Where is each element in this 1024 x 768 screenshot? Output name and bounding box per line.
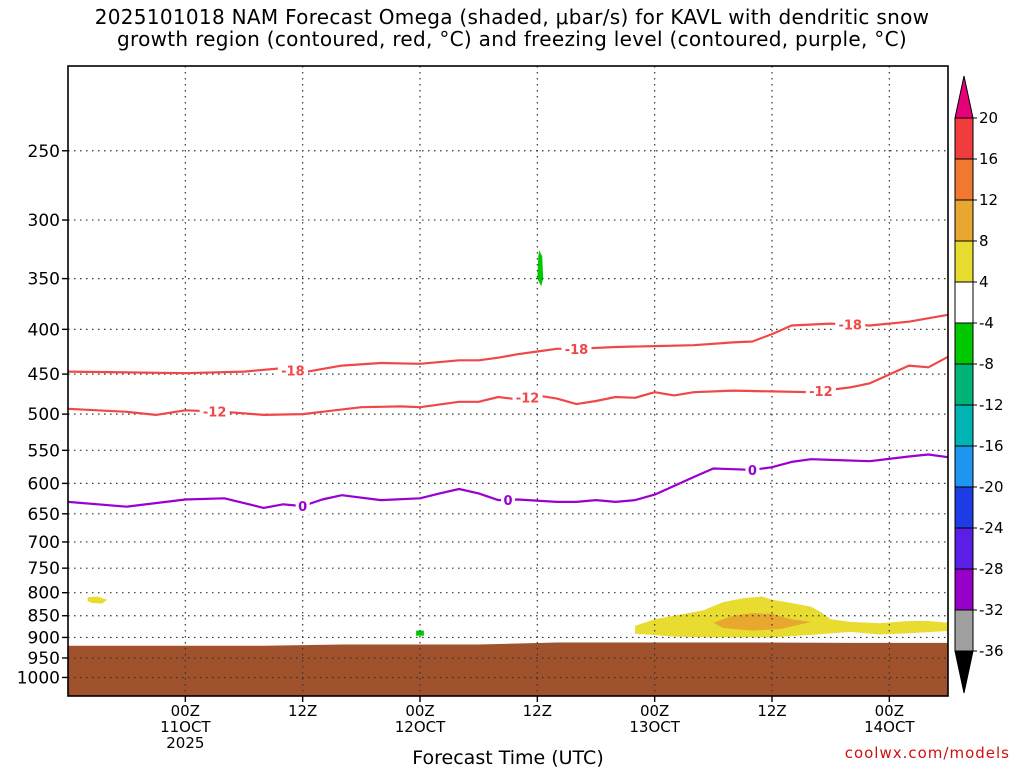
- colorbar-top-arrow: [954, 75, 974, 119]
- contour-label-bg-1-2: [805, 383, 836, 400]
- y-tick-label-500: 500: [28, 405, 60, 425]
- contour-label-0-1: -18: [565, 343, 589, 358]
- colorbar-swatch-11: [954, 568, 974, 611]
- x-tick-label-42-1: 12Z: [523, 702, 552, 720]
- y-tick-label-1000: 1000: [17, 668, 60, 688]
- contour-label-bg-0-1: [561, 340, 592, 357]
- colorbar-label-8: -16: [979, 437, 1004, 455]
- colorbar-swatch-0: [954, 117, 974, 160]
- contour-label-bg-1-1: [512, 389, 543, 406]
- y-tick-label-900: 900: [28, 628, 60, 648]
- contour-label-bg-0-0: [277, 362, 308, 379]
- y-tick-label-250: 250: [28, 142, 60, 162]
- omega-region-3: [416, 630, 424, 636]
- y-tick-label-850: 850: [28, 607, 60, 627]
- colorbar-label-11: -28: [979, 560, 1004, 578]
- colorbar-swatch-7: [954, 404, 974, 447]
- colorbar-label-7: -12: [979, 396, 1004, 414]
- contour-label-bg-2-1: [501, 491, 515, 508]
- colorbar-swatch-10: [954, 527, 974, 570]
- colorbar-label-2: 12: [979, 191, 998, 209]
- contour-line-0: [68, 313, 948, 375]
- colorbar-swatch-3: [954, 240, 974, 283]
- colorbar-swatch-2: [954, 199, 974, 242]
- contour-label-2-0: 0: [298, 500, 307, 515]
- contour-label-1-2: -12: [809, 385, 833, 400]
- y-tick-label-350: 350: [28, 270, 60, 290]
- colorbar-swatch-12: [954, 609, 974, 652]
- colorbar-swatch-8: [954, 445, 974, 488]
- x-tick-label-6-2: 11OCT: [160, 718, 211, 736]
- y-tick-label-600: 600: [28, 474, 60, 494]
- colorbar-label-4: 4: [979, 273, 989, 291]
- y-tick-label-700: 700: [28, 533, 60, 553]
- y-tick-label-650: 650: [28, 505, 60, 525]
- contour-label-bg-0-2: [835, 316, 866, 333]
- colorbar-swatch-9: [954, 486, 974, 529]
- x-tick-label-18-1: 12Z: [288, 702, 317, 720]
- contour-line-1: [68, 355, 948, 416]
- y-tick-label-950: 950: [28, 649, 60, 669]
- contour-label-2-1: 0: [503, 494, 512, 509]
- omega-region-0: [635, 596, 948, 638]
- title-line-1: 2025101018 NAM Forecast Omega (shaded, μ…: [94, 5, 930, 29]
- omega-region-4: [537, 250, 544, 287]
- x-tick-label-78-1: 00Z: [875, 702, 904, 720]
- colorbar-label-9: -20: [979, 478, 1004, 496]
- colorbar-label-0: 20: [979, 109, 998, 127]
- y-tick-label-400: 400: [28, 320, 60, 340]
- contour-label-bg-2-0: [295, 498, 310, 515]
- contour-label-0-2: -18: [838, 319, 862, 334]
- x-tick-label-54-2: 13OCT: [629, 718, 680, 736]
- x-tick-label-30-1: 00Z: [405, 702, 434, 720]
- y-tick-label-550: 550: [28, 441, 60, 461]
- omega-region-2: [87, 596, 108, 604]
- plot-area: -18 -18 -18 -12 -12 -12 0 0 0: [68, 66, 948, 696]
- x-tick-label-66-1: 12Z: [757, 702, 786, 720]
- x-axis-title: Forecast Time (UTC): [412, 747, 603, 768]
- contour-label-bg-1-0: [199, 403, 230, 420]
- omega-region-1: [713, 613, 812, 631]
- x-tick-label-54-1: 00Z: [640, 702, 669, 720]
- colorbar-label-3: 8: [979, 232, 989, 250]
- x-tick-label-78-2: 14OCT: [864, 718, 915, 736]
- colorbar-swatch-5: [954, 322, 974, 365]
- plot-frame: [67, 65, 949, 697]
- x-tick-label-30-2: 12OCT: [395, 718, 446, 736]
- colorbar-label-5: -4: [979, 314, 994, 332]
- colorbar-swatch-1: [954, 158, 974, 201]
- y-tick-label-750: 750: [28, 559, 60, 579]
- colorbar-bottom-arrow: [954, 650, 974, 694]
- colorbar-label-6: -8: [979, 355, 994, 373]
- colorbar-label-12: -32: [979, 601, 1004, 619]
- y-tick-label-450: 450: [28, 365, 60, 385]
- colorbar-label-1: 16: [979, 150, 998, 168]
- x-tick-label-6-3: 2025: [166, 734, 204, 752]
- title-line-2: growth region (contoured, red, °C) and f…: [117, 27, 907, 51]
- colorbar-swatch-4: [954, 281, 974, 324]
- x-tick-label-6-1: 00Z: [171, 702, 200, 720]
- watermark: coolwx.com/models: [844, 744, 1010, 762]
- contour-label-2-2: 0: [748, 464, 757, 479]
- chart-title: 2025101018 NAM Forecast Omega (shaded, μ…: [0, 6, 1024, 50]
- colorbar-label-10: -24: [979, 519, 1004, 537]
- y-tick-label-300: 300: [28, 211, 60, 231]
- y-tick-label-800: 800: [28, 584, 60, 604]
- contour-label-0-0: -18: [281, 364, 305, 379]
- contour-label-1-1: -12: [516, 391, 540, 406]
- contour-label-bg-2-2: [745, 461, 760, 478]
- colorbar-label-13: -36: [979, 642, 1004, 660]
- colorbar-swatch-6: [954, 363, 974, 406]
- contour-label-1-0: -12: [203, 405, 227, 420]
- terrain-fill: [68, 642, 948, 696]
